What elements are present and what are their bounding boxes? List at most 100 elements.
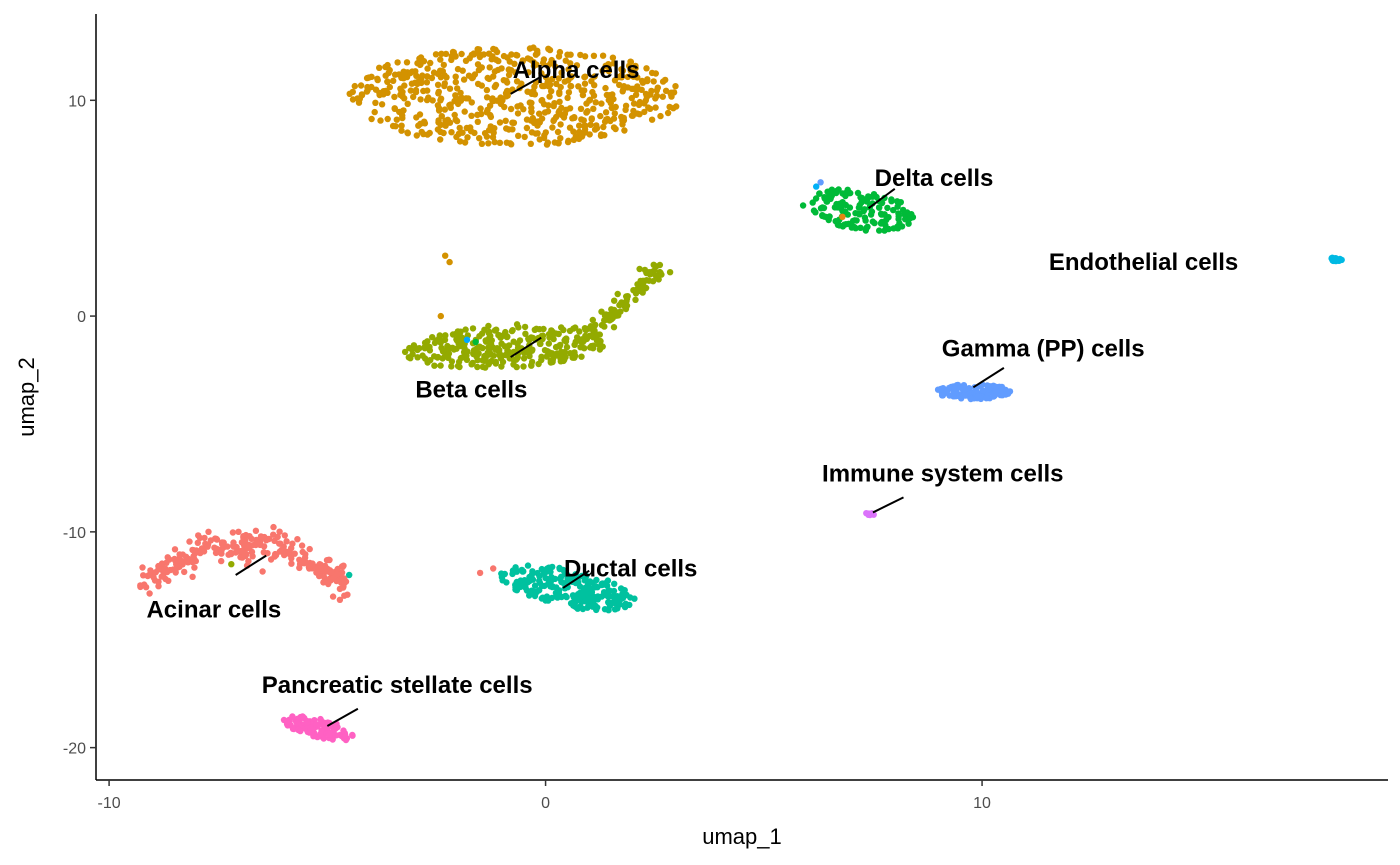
data-point [213,545,220,552]
data-point [194,539,201,546]
data-point [317,731,324,738]
data-point [629,112,636,119]
cluster-beta-cells [401,321,606,371]
data-point [137,583,144,591]
data-point [885,225,892,233]
data-point [364,83,371,91]
data-point [485,361,492,368]
data-point [630,100,638,107]
data-point [437,74,445,81]
data-point [600,123,607,131]
data-point [610,324,618,331]
data-point [399,108,406,115]
data-point [626,601,633,609]
data-point [299,713,306,720]
data-point [442,332,449,339]
data-point [486,64,493,71]
data-point [440,61,447,69]
data-point [564,575,571,582]
data-point [503,87,511,95]
data-point [248,535,255,543]
data-point [576,328,583,335]
data-point [545,340,552,347]
data-point [533,325,540,332]
data-point [546,334,553,341]
data-point [146,590,153,597]
data-point [609,54,617,61]
data-point [425,94,432,101]
data-point [582,326,590,334]
data-point [503,77,510,84]
data-point [162,575,169,583]
data-point [899,206,907,214]
data-point [403,59,411,66]
data-point [597,112,604,120]
data-point [291,550,298,557]
data-point [570,128,577,135]
data-point [1328,254,1336,262]
leader-line [326,707,359,727]
data-point [863,510,870,517]
cluster-label: Alpha cells [513,57,640,84]
data-point [377,117,384,124]
data-point [242,537,249,544]
data-point [341,592,348,599]
data-point [601,132,608,139]
data-point [579,592,586,600]
data-point [164,568,171,576]
data-point [476,135,483,142]
data-point [351,82,358,90]
data-point [606,599,614,607]
data-point [556,98,563,106]
data-point [267,556,275,563]
data-point [469,359,476,367]
data-point [590,52,598,59]
data-point [443,74,450,81]
data-point [849,217,857,225]
data-point [817,205,825,212]
data-point [551,575,559,583]
data-point [576,122,583,129]
data-point [462,57,470,64]
data-point [452,92,459,99]
y-axis-ticks: -20 -10 0 10 [63,93,96,758]
data-point [142,584,150,591]
data-point [496,119,504,126]
data-point [144,572,151,580]
y-tick-label: -20 [63,741,86,758]
data-point [588,589,596,596]
cluster-delta-cells [799,186,917,234]
data-point [878,199,886,207]
data-point [312,720,320,728]
data-point [518,566,526,574]
data-point [204,543,211,550]
data-point [876,227,883,234]
data-point [572,352,579,360]
data-point [591,595,599,602]
data-point [832,218,839,225]
data-point [329,593,337,600]
data-point [569,115,576,122]
data-point [399,93,406,100]
data-point [498,570,505,577]
data-point [430,69,438,76]
data-point [386,83,393,91]
data-point [606,587,613,594]
data-point [549,124,556,131]
data-point [487,340,495,347]
data-point [424,73,431,80]
data-point [658,271,665,278]
data-point [527,117,535,124]
data-point [478,64,485,71]
data-point [858,199,865,206]
data-point [890,225,897,232]
data-point [470,50,477,57]
data-point [618,113,625,121]
data-point [980,387,987,394]
data-point [623,591,630,599]
data-point [521,577,528,584]
data-point [442,122,449,129]
data-point [514,52,521,59]
data-point [558,573,565,580]
